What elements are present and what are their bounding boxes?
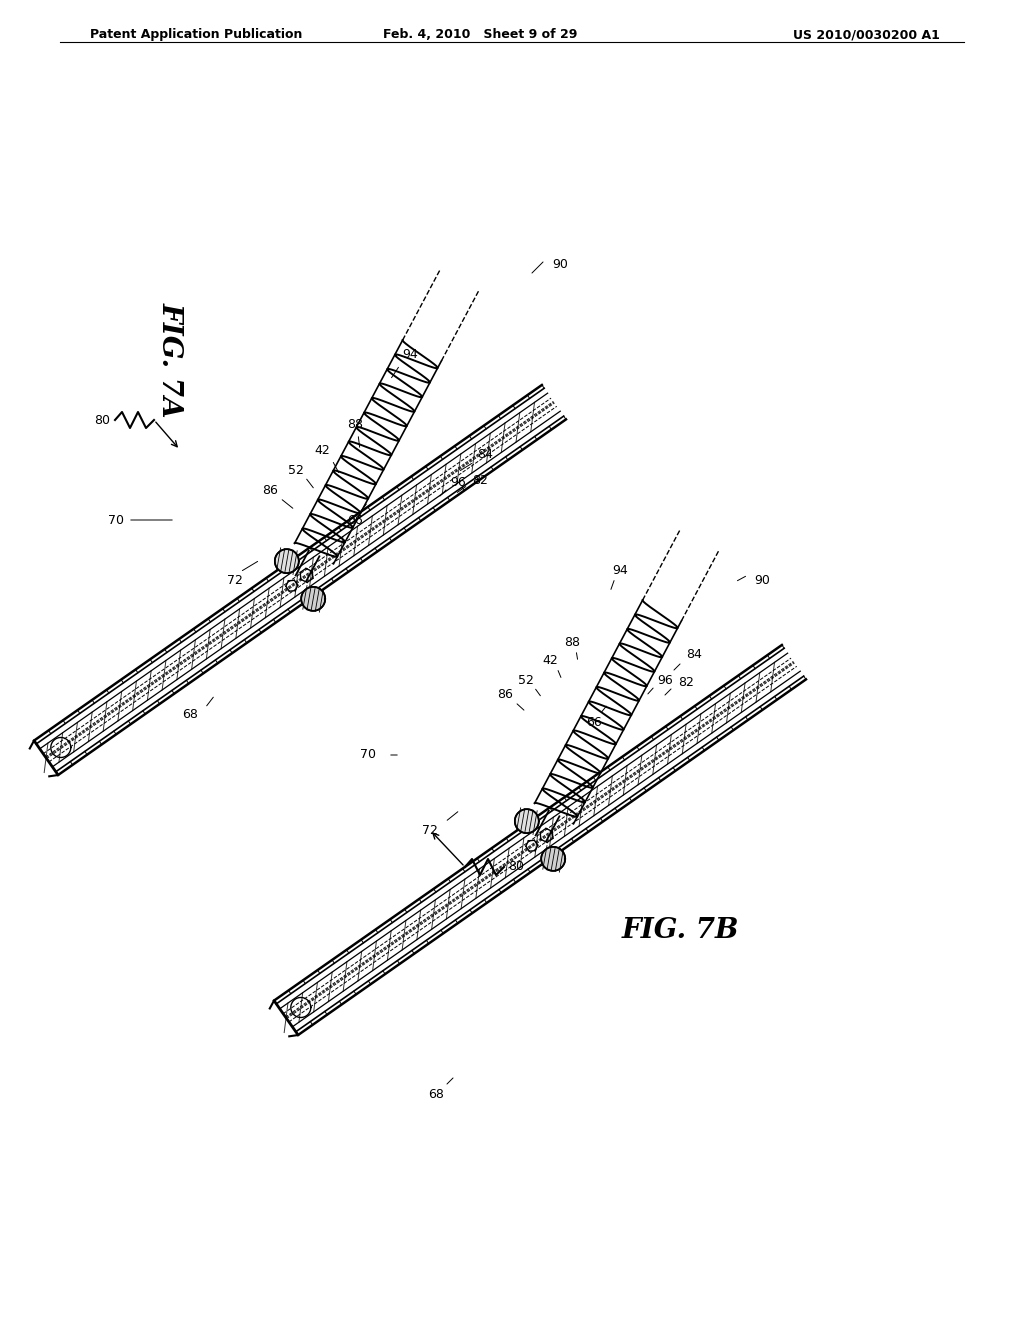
Polygon shape	[515, 809, 539, 833]
Text: 52: 52	[518, 673, 534, 686]
Text: 42: 42	[314, 444, 330, 457]
Polygon shape	[542, 847, 565, 871]
Text: 42: 42	[542, 653, 558, 667]
Text: 82: 82	[472, 474, 488, 487]
Text: 66: 66	[586, 715, 602, 729]
Text: US 2010/0030200 A1: US 2010/0030200 A1	[794, 28, 940, 41]
Text: 68: 68	[428, 1088, 444, 1101]
Text: 90: 90	[754, 573, 770, 586]
Text: 88: 88	[347, 418, 362, 432]
Text: 94: 94	[402, 348, 418, 362]
Text: 80: 80	[94, 413, 110, 426]
Text: 88: 88	[564, 635, 580, 648]
Text: 86: 86	[497, 689, 513, 701]
Text: 52: 52	[288, 463, 304, 477]
Text: 82: 82	[678, 676, 694, 689]
Text: 68: 68	[182, 709, 198, 722]
Text: FIG. 7A: FIG. 7A	[157, 302, 183, 417]
Text: 80: 80	[508, 861, 524, 874]
Text: 96: 96	[451, 475, 466, 488]
Text: 94: 94	[612, 564, 628, 577]
Text: FIG. 7B: FIG. 7B	[622, 916, 738, 944]
Text: 84: 84	[477, 449, 493, 462]
Text: Feb. 4, 2010   Sheet 9 of 29: Feb. 4, 2010 Sheet 9 of 29	[383, 28, 578, 41]
Text: 84: 84	[686, 648, 701, 661]
Text: Patent Application Publication: Patent Application Publication	[90, 28, 302, 41]
Text: 70: 70	[108, 513, 124, 527]
Text: 70: 70	[360, 748, 376, 762]
Text: 72: 72	[422, 824, 438, 837]
Text: 72: 72	[227, 573, 243, 586]
Text: 66: 66	[347, 513, 362, 527]
Polygon shape	[274, 549, 299, 573]
Polygon shape	[301, 587, 326, 611]
Text: 90: 90	[552, 259, 568, 272]
Text: 96: 96	[657, 673, 673, 686]
Text: 86: 86	[262, 483, 278, 496]
